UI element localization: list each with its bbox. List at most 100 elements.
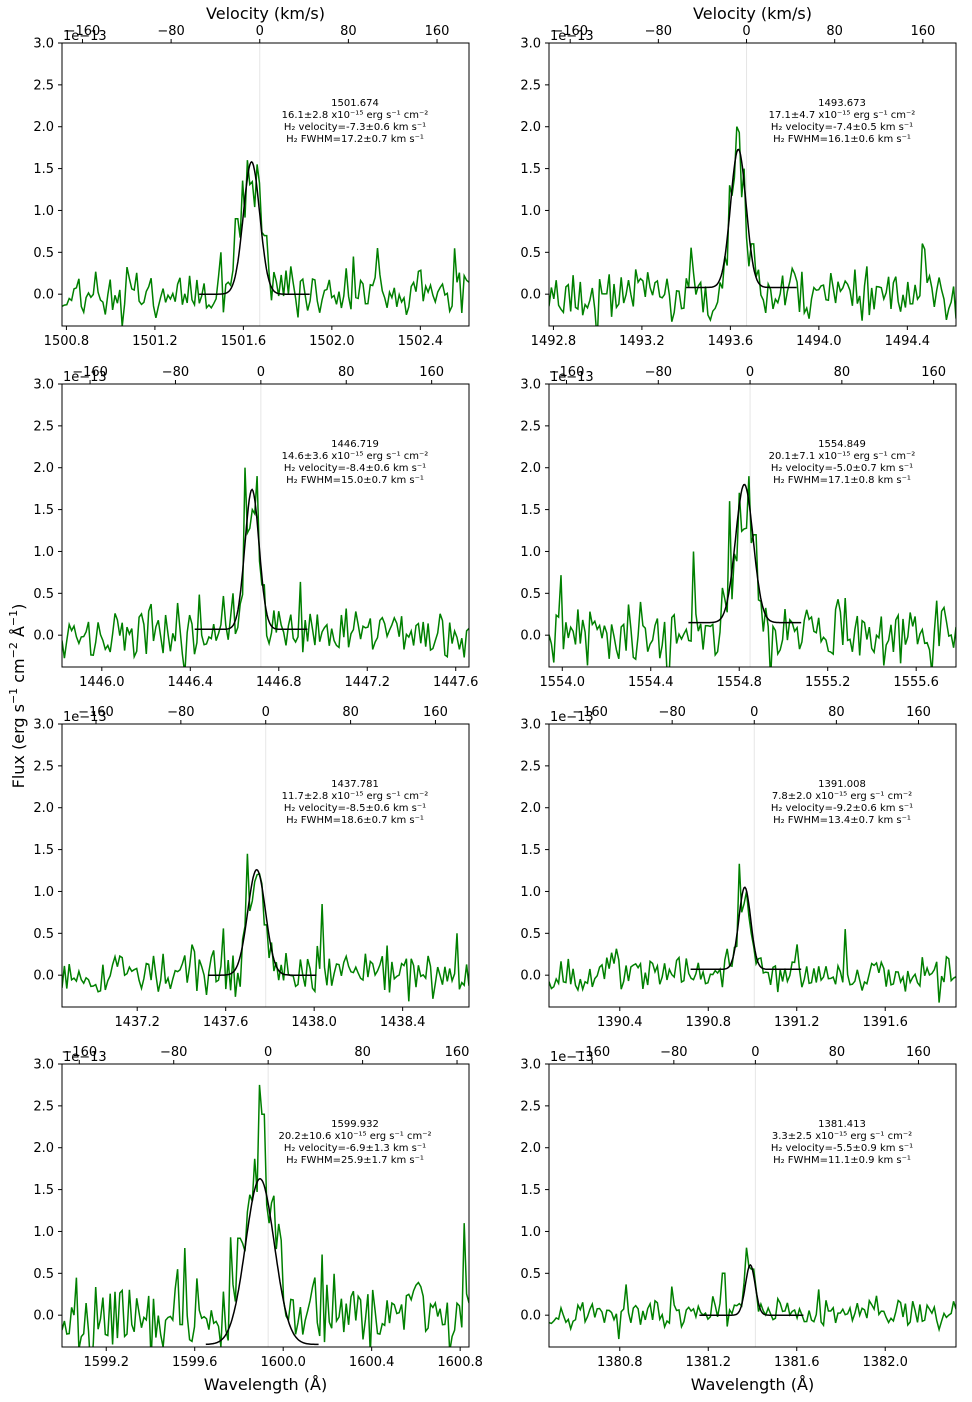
y-tick-label: 0.0 (520, 629, 541, 644)
fit-annotation-line: 14.6±3.6 x10⁻¹⁵ erg s⁻¹ cm⁻² (282, 451, 429, 462)
top-tick-label: −80 (645, 24, 672, 39)
fit-annotation-line: 1381.413 (818, 1119, 866, 1130)
offset-label: 1e−13 (550, 370, 594, 385)
top-tick-label: 160 (445, 1045, 470, 1060)
gaussian-fit-line (199, 160, 310, 295)
y-tick-label: 3.0 (520, 378, 541, 393)
plot-area (549, 1064, 956, 1347)
fit-annotation-line: 17.1±4.7 x10⁻¹⁵ erg s⁻¹ cm⁻² (769, 110, 916, 121)
x-tick-label: 1599.2 (83, 1355, 129, 1370)
x-tick-label: 1492.8 (531, 334, 577, 349)
y-tick-label: 0.5 (33, 587, 54, 602)
top-tick-label: 80 (354, 1045, 371, 1060)
panel-row4-left: 0.0 0.5 1.0 1.5 2.0 2.5 3.0 1599.2 1599.6 1600.0 1… (33, 1045, 483, 1394)
panel-row4-right: 0.0 0.5 1.0 1.5 2.0 2.5 3.0 1380.8 1381.2 1381.6 1… (520, 1045, 957, 1394)
data-series-line (549, 476, 956, 667)
top-tick-label: 160 (425, 24, 450, 39)
fit-annotation-line: 16.1±2.8 x10⁻¹⁵ erg s⁻¹ cm⁻² (282, 110, 429, 121)
top-tick-label: −160 (72, 365, 108, 380)
y-tick-label: 3.0 (520, 37, 541, 52)
x-tick-label: 1554.4 (628, 675, 674, 690)
fit-annotation-line: 1493.673 (818, 98, 866, 109)
y-tick-label: 2.5 (520, 78, 541, 93)
y-tick-label: 3.0 (33, 718, 54, 733)
fit-annotation-line: H₂ velocity=-9.2±0.6 km s⁻¹ (771, 803, 913, 814)
top-tick-label: 80 (826, 24, 843, 39)
y-tick-label: 1.0 (33, 1225, 54, 1240)
fit-annotation-line: 11.7±2.8 x10⁻¹⁵ erg s⁻¹ cm⁻² (282, 791, 429, 802)
top-tick-label: 80 (828, 705, 845, 720)
top-tick-label: 0 (256, 24, 264, 39)
axes-frame (61, 42, 470, 327)
y-tick-label: 1.5 (520, 162, 541, 177)
x-tick-label: 1502.4 (398, 334, 444, 349)
panel-row3-left: 0.0 0.5 1.0 1.5 2.0 2.5 3.0 1437.2 1437.6 1438.0 1… (33, 705, 470, 1030)
y-tick-label: 1.0 (520, 1225, 541, 1240)
figure-ylabel: Flux (erg s−1 cm−2 Å−1) (7, 604, 28, 789)
y-tick-label: 3.0 (33, 378, 54, 393)
y-tick-label: 1.5 (33, 503, 54, 518)
y-tick-label: 3.0 (520, 1058, 541, 1073)
top-tick-label: 80 (338, 365, 355, 380)
top-tick-label: 0 (262, 705, 270, 720)
fit-annotation-line: H₂ velocity=-6.9±1.3 km s⁻¹ (284, 1143, 426, 1154)
y-tick-label: 0.5 (33, 1267, 54, 1282)
fit-annotation-line: H₂ FWHM=25.9±1.7 km s⁻¹ (286, 1155, 424, 1166)
y-tick-label: 2.5 (33, 759, 54, 774)
x-tick-label: 1390.8 (686, 1015, 732, 1030)
fit-annotation-line: 7.8±2.0 x10⁻¹⁵ erg s⁻¹ cm⁻² (772, 791, 912, 802)
y-tick-label: 2.0 (33, 801, 54, 816)
axes-frame (548, 1063, 957, 1348)
velocity-axis-title: Velocity (km/s) (693, 4, 812, 23)
x-tick-label: 1438.0 (291, 1015, 337, 1030)
top-tick-label: −160 (65, 24, 101, 39)
y-tick-label: 2.5 (520, 759, 541, 774)
fit-annotation-line: 1437.781 (331, 779, 379, 790)
data-series-line (549, 126, 956, 326)
fit-annotation-line: H₂ FWHM=17.1±0.8 km s⁻¹ (773, 475, 911, 486)
velocity-axis-title: Velocity (km/s) (206, 4, 325, 23)
x-tick-label: 1501.6 (221, 334, 267, 349)
y-tick-label: 2.0 (520, 461, 541, 476)
y-tick-label: 0.5 (33, 246, 54, 261)
offset-label: 1e−13 (63, 29, 107, 44)
x-tick-label: 1446.4 (168, 675, 214, 690)
top-tick-label: −80 (658, 705, 685, 720)
data-series-line (549, 863, 956, 1003)
panel-row2-right: 0.0 0.5 1.0 1.5 2.0 2.5 3.0 1554.0 1554.4 1554.8 1… (520, 365, 957, 690)
top-tick-label: 0 (746, 365, 754, 380)
x-tick-label: 1494.4 (885, 334, 931, 349)
top-tick-label: 160 (906, 705, 931, 720)
y-tick-label: 0.0 (33, 969, 54, 984)
y-tick-label: 0.0 (520, 1309, 541, 1324)
x-tick-label: 1390.4 (597, 1015, 643, 1030)
top-tick-label: 80 (834, 365, 851, 380)
fit-annotation-line: 1446.719 (331, 439, 379, 450)
top-tick-label: 0 (750, 705, 758, 720)
y-tick-label: 0.0 (33, 1309, 54, 1324)
top-tick-label: 0 (742, 24, 750, 39)
offset-label: 1e−13 (550, 29, 594, 44)
plot-area (62, 384, 469, 667)
panel-row2-left: 0.0 0.5 1.0 1.5 2.0 2.5 3.0 1446.0 1446.4 1446.8 1… (33, 365, 478, 690)
y-tick-label: 1.5 (33, 1183, 54, 1198)
y-tick-label: 1.0 (520, 885, 541, 900)
panel-row1-right: 0.0 0.5 1.0 1.5 2.0 2.5 3.0 1492.8 1493.2 1493.6 1… (520, 4, 957, 349)
fit-annotation-line: H₂ velocity=-5.0±0.7 km s⁻¹ (771, 463, 913, 474)
y-tick-label: 2.0 (520, 120, 541, 135)
plot-area (62, 724, 469, 1007)
fit-annotation-line: H₂ FWHM=18.6±0.7 km s⁻¹ (286, 815, 424, 826)
plot-area (62, 43, 469, 326)
x-tick-label: 1391.6 (862, 1015, 908, 1030)
offset-label: 1e−13 (63, 710, 107, 725)
x-tick-label: 1554.0 (540, 675, 586, 690)
x-tick-label: 1381.2 (686, 1355, 732, 1370)
panels: 0.0 0.5 1.0 1.5 2.0 2.5 3.0 1500.8 1501.2 1501.6 1… (33, 4, 957, 1394)
fit-annotation-line: H₂ FWHM=16.1±0.6 km s⁻¹ (773, 134, 911, 145)
y-tick-label: 2.0 (520, 801, 541, 816)
axes-frame (61, 1063, 470, 1348)
y-tick-label: 3.0 (520, 718, 541, 733)
y-tick-label: 2.5 (520, 1099, 541, 1114)
y-tick-label: 0.5 (520, 927, 541, 942)
wavelength-axis-title: Wavelength (Å) (204, 1375, 327, 1394)
